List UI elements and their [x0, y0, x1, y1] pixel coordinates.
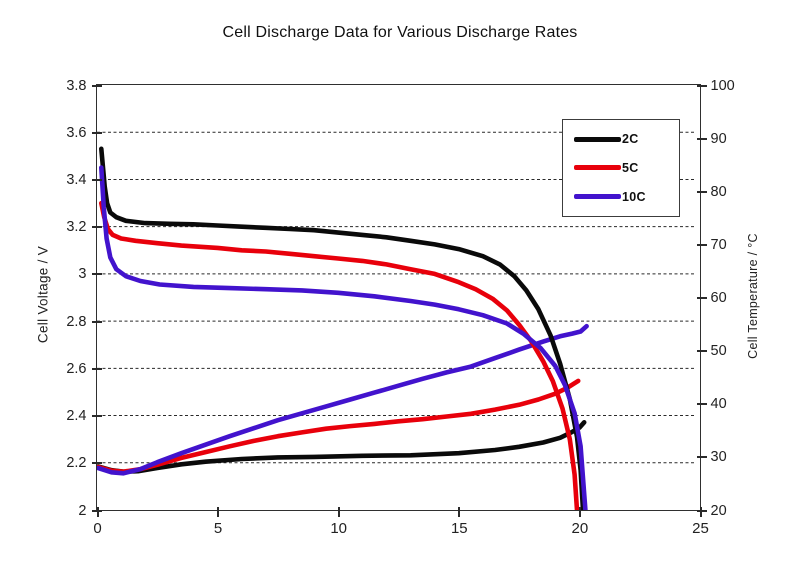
legend-line-swatch	[574, 136, 621, 142]
legend-item-10c: 10C	[563, 184, 679, 210]
y-left-tick-label-2.8: 2.8	[66, 313, 87, 330]
y-left-tick-label-2.2: 2.2	[66, 455, 87, 472]
y-left-tick-label-3.2: 3.2	[66, 219, 87, 236]
y-right-tick-100	[696, 84, 707, 87]
y-left-tick-label-3.4: 3.4	[66, 171, 87, 188]
series-2c-cell-voltage	[99, 146, 586, 510]
y-right-tick-label-40: 40	[710, 396, 727, 413]
x-tick-label-0: 0	[93, 519, 102, 537]
legend-label: 10C	[622, 189, 646, 204]
series-10c-cell-temperature	[97, 323, 589, 476]
y-left-tick-3.2	[91, 226, 102, 229]
x-tick-20	[578, 506, 581, 517]
y-left-tick-label-2.6: 2.6	[66, 360, 87, 377]
legend-item-5c: 5C	[563, 155, 679, 181]
x-tick-label-25: 25	[692, 519, 709, 537]
series-2c-cell-temperature	[97, 419, 587, 475]
y-left-tick-label-3.8: 3.8	[66, 77, 87, 94]
legend-line-swatch	[574, 194, 621, 200]
x-tick-5	[217, 506, 220, 517]
y-left-tick-2.6	[91, 367, 102, 370]
y-right-tick-label-90: 90	[710, 130, 727, 147]
x-tick-25	[699, 506, 702, 517]
y-right-tick-40	[696, 403, 707, 406]
legend-item-2c: 2C	[563, 126, 679, 152]
y-left-tick-label-2.4: 2.4	[66, 408, 87, 425]
y-left-tick-label-2: 2	[78, 502, 87, 519]
x-tick-label-15: 15	[450, 519, 468, 537]
x-tick-15	[458, 506, 461, 517]
y-right-tick-70	[696, 243, 707, 246]
legend-line-swatch	[574, 165, 621, 171]
y-left-tick-3	[91, 273, 102, 276]
y-left-tick-2.2	[91, 462, 102, 465]
y-right-tick-30	[696, 456, 707, 459]
y-right-axis-title: Cell Temperature / °C	[746, 233, 760, 359]
y-left-tick-label-3.6: 3.6	[66, 124, 87, 141]
y-right-tick-50	[696, 350, 707, 353]
y-right-tick-label-50: 50	[710, 343, 727, 360]
x-tick-10	[337, 506, 340, 517]
y-left-tick-3.6	[91, 131, 102, 134]
plot-area: 2C 5C 10C	[96, 84, 701, 511]
y-right-tick-label-80: 80	[710, 183, 727, 200]
y-right-tick-label-20: 20	[710, 502, 727, 519]
x-tick-label-10: 10	[330, 519, 348, 537]
chart-canvas	[97, 131, 694, 510]
series-10c-cell-voltage	[99, 165, 588, 510]
x-tick-label-20: 20	[571, 519, 589, 537]
legend-label: 2C	[622, 132, 639, 147]
y-right-tick-20	[696, 509, 707, 512]
chart-title: Cell Discharge Data for Various Discharg…	[222, 24, 578, 41]
y-right-tick-label-100: 100	[710, 77, 735, 94]
y-right-tick-label-30: 30	[710, 449, 727, 466]
y-right-tick-label-70: 70	[710, 236, 727, 253]
y-left-tick-label-3: 3	[78, 266, 87, 283]
y-left-tick-2.4	[91, 415, 102, 418]
y-right-tick-80	[696, 190, 707, 193]
y-left-tick-2.8	[91, 320, 102, 323]
x-tick-label-5: 5	[213, 519, 223, 537]
y-right-tick-60	[696, 297, 707, 299]
series-5c-cell-voltage	[99, 200, 580, 510]
y-left-tick-3.8	[91, 84, 102, 87]
legend: 2C 5C 10C	[562, 119, 680, 217]
y-right-tick-label-60: 60	[710, 290, 727, 306]
legend-label: 5C	[622, 160, 639, 175]
y-right-tick-90	[696, 137, 707, 140]
y-left-tick-3.4	[91, 178, 102, 181]
x-tick-0	[96, 506, 99, 517]
